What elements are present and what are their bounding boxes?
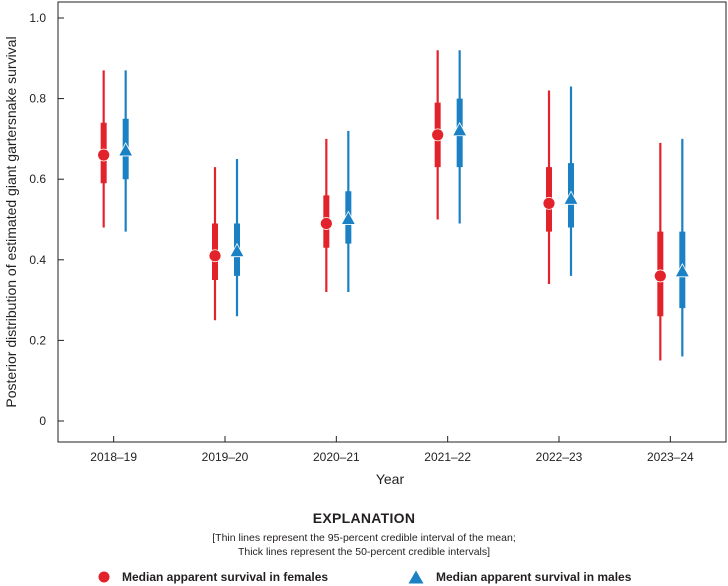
- x-tick-label: 2018–19: [90, 450, 137, 464]
- legend-item-females: Median apparent survival in females: [98, 570, 328, 584]
- male-median-point: [563, 190, 579, 205]
- male-median-point: [674, 262, 691, 278]
- female-median-point: [653, 269, 667, 283]
- male-median-point: [229, 242, 245, 258]
- x-tick-label: 2020–21: [313, 450, 360, 464]
- legend-label-females: Median apparent survival in females: [122, 570, 329, 584]
- chart: 00.20.40.60.81.0 2018–19 2019–20 2020–21 20…: [3, 1, 727, 487]
- triangle-marker-icon: [408, 570, 424, 584]
- male-median-point: [117, 142, 134, 157]
- explanation-title: EXPLANATION: [312, 510, 416, 526]
- female-median-point: [431, 128, 445, 142]
- x-tick-label: 2019–20: [202, 450, 249, 464]
- x-axis: 2018–19 2019–20 2020–21 2021–22 2022–23 2023–…: [90, 436, 694, 464]
- explanation-note-line-2: Thick lines represent the 50-percent cre…: [237, 546, 491, 558]
- circle-marker-icon: [98, 571, 110, 583]
- x-tick-label: 2021–22: [424, 450, 471, 464]
- data-marks: [97, 50, 691, 361]
- y-tick-label: 0.6: [29, 172, 46, 186]
- x-axis-title: Year: [376, 471, 405, 487]
- legend-item-males: Median apparent survival in males: [408, 570, 631, 584]
- y-axis-title: Posterior distribution of estimated gian…: [3, 36, 19, 407]
- explanation: EXPLANATION [Thin lines represent the 95…: [0, 510, 728, 559]
- female-median-point: [97, 148, 111, 162]
- y-tick-label: 0.4: [29, 253, 46, 267]
- male-median-point: [451, 121, 468, 137]
- female-median-point: [208, 249, 222, 263]
- x-tick-label: 2023–24: [647, 450, 694, 464]
- x-tick-label: 2022–23: [536, 450, 583, 464]
- y-tick-label: 0.2: [29, 333, 46, 347]
- explanation-note-line-1: [Thin lines represent the 95-percent cre…: [212, 532, 516, 544]
- explanation-note: [Thin lines represent the 95-percent cre…: [0, 531, 728, 559]
- female-median-point: [319, 217, 333, 230]
- plot-frame: [57, 1, 727, 443]
- female-median-point: [542, 196, 556, 210]
- y-tick-label: 0.8: [29, 92, 46, 106]
- y-tick-label: 1.0: [29, 11, 46, 25]
- y-tick-label: 0: [39, 414, 46, 428]
- male-median-point: [340, 210, 357, 225]
- legend-label-males: Median apparent survival in males: [436, 570, 632, 584]
- y-axis: 0 0.2 0.4 0.6 0.8 1.0: [29, 11, 64, 428]
